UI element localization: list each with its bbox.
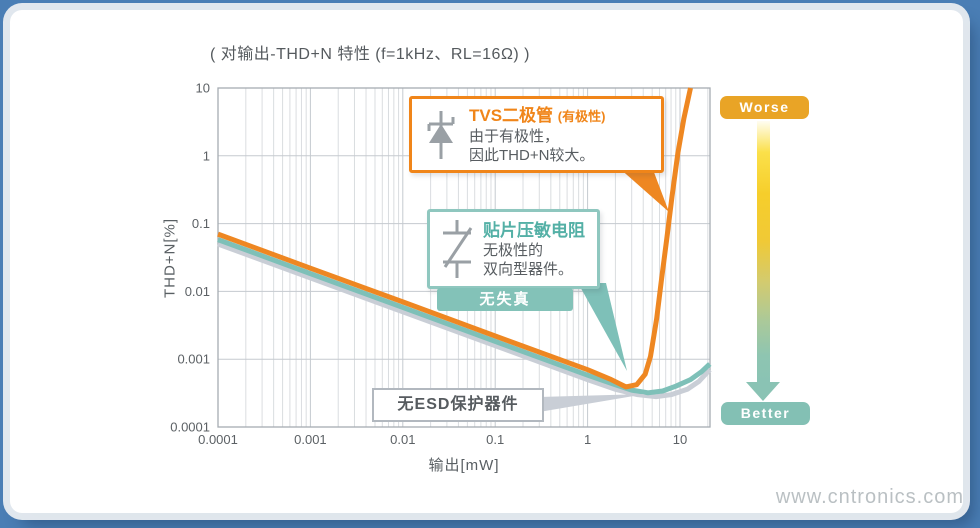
series-curve [217, 237, 712, 396]
no-esd-protection-label: 无ESD保护器件 [372, 388, 544, 422]
varistor-callout-line1: 无极性的 [483, 241, 544, 259]
callout-chip-varistor: 贴片压敏电阻 无极性的 双向型器件。 [427, 209, 600, 289]
series-curve [217, 241, 712, 400]
worse-to-better-gradient-arrow [745, 120, 781, 401]
leader-varistor [578, 283, 627, 371]
y-tick-label: 0.0001 [170, 420, 210, 435]
tvs-diode-icon [427, 110, 455, 159]
varistor-callout-title: 贴片压敏电阻 [483, 220, 585, 240]
worse-badge: Worse [720, 96, 809, 119]
plot-border [217, 87, 711, 428]
leader-no-esd [539, 394, 646, 412]
x-tick-label: 10 [673, 432, 687, 447]
varistor-callout-line2: 双向型器件。 [483, 260, 574, 278]
y-tick-label: 0.1 [192, 216, 210, 231]
y-tick-label: 1 [203, 148, 210, 163]
y-axis-label: THD+N[%] [161, 217, 179, 299]
varistor-icon [443, 220, 473, 278]
tvs-callout-title: TVS二极管 (有极性) [469, 105, 606, 125]
watermark: www.cntronics.com [775, 486, 964, 508]
tvs-callout-line1: 由于有极性， [469, 127, 560, 145]
callout-tvs-diode: TVS二极管 (有极性) 由于有极性， 因此THD+N较大。 [409, 96, 664, 173]
gradient-arrow-shaft [756, 121, 770, 382]
series-curve [217, 87, 693, 390]
x-tick-label: 0.001 [294, 432, 327, 447]
gradient-arrow-head [746, 382, 780, 401]
y-tick-label: 0.01 [185, 284, 210, 299]
leader-tvs [618, 167, 669, 212]
chart-title: ( 对输出-THD+N 特性 (f=1kHz、RL=16Ω) ) [210, 46, 531, 63]
no-distortion-badge: 无失真 [437, 288, 573, 311]
x-axis-label: 输出[mW] [428, 457, 500, 474]
x-tick-label: 0.01 [390, 432, 415, 447]
y-tick-label: 0.001 [177, 352, 210, 367]
x-tick-label: 0.1 [486, 432, 504, 447]
x-tick-label: 0.0001 [198, 432, 238, 447]
tvs-callout-line2: 因此THD+N较大。 [469, 146, 595, 164]
better-badge: Better [721, 402, 810, 425]
y-tick-label: 10 [196, 81, 210, 96]
x-tick-label: 1 [584, 432, 591, 447]
